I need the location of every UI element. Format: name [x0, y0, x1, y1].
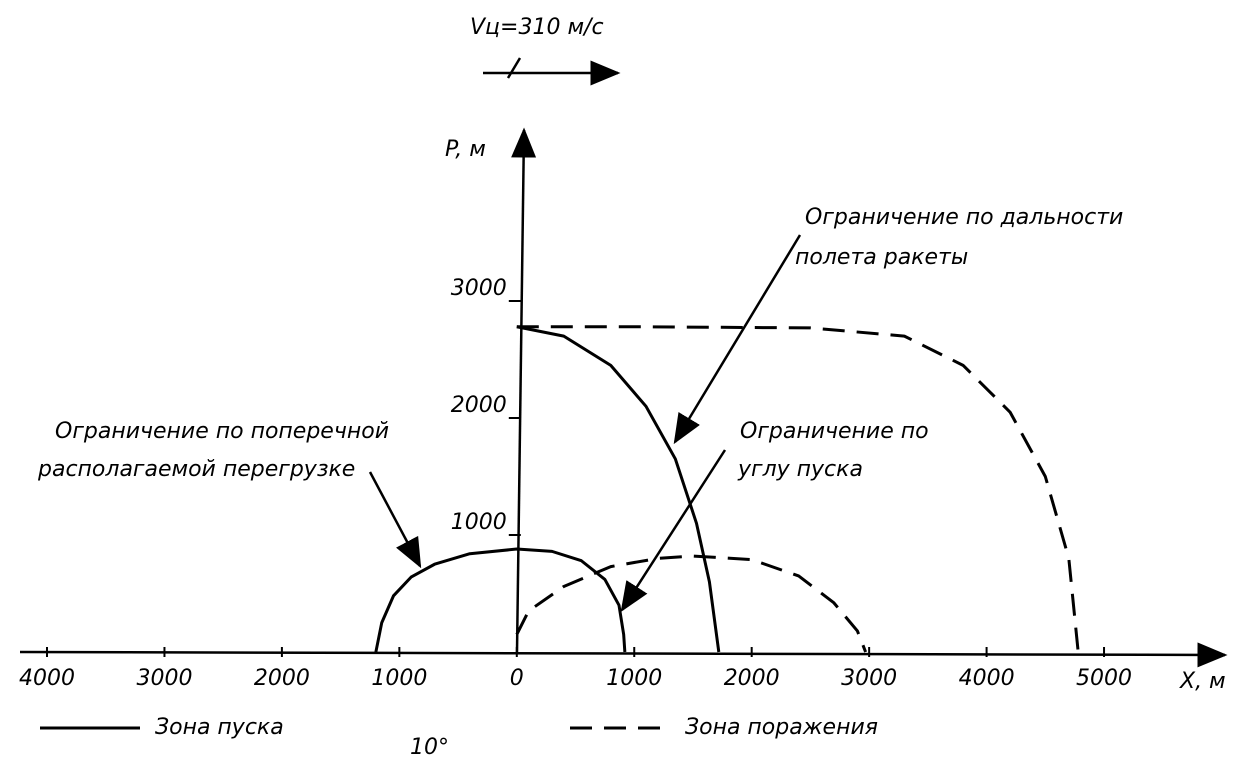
legend-label: Зона пуска [155, 715, 284, 740]
series-line [374, 325, 721, 653]
x-axis-label: X, м [1179, 669, 1226, 694]
annotation: углу пуска [737, 457, 863, 482]
legend-label: Зона поражения [685, 715, 878, 740]
series-line [515, 325, 1080, 653]
note: 10° [410, 735, 449, 760]
x-tick-label: 4000 [959, 666, 1015, 691]
annotation: Ограничение по [740, 419, 929, 444]
x-tick-label: 3000 [841, 666, 897, 691]
speed-arrow-tick [506, 57, 522, 79]
annotation: Ограничение по поперечной [55, 419, 389, 444]
y-axis-label: P, м [445, 137, 486, 162]
x-tick-label: 3000 [136, 666, 192, 691]
x-axis [19, 642, 1228, 668]
x-tick-label: 2000 [724, 666, 780, 691]
x-tick-label: 5000 [1076, 666, 1132, 691]
x-tick-label: 1000 [606, 666, 662, 691]
y-tick-label: 2000 [451, 393, 507, 418]
y-tick-label: 1000 [451, 510, 507, 535]
x-tick-label: 2000 [254, 666, 310, 691]
speed-label: Vц=310 м/с [470, 15, 604, 40]
x-tick-label: 4000 [19, 666, 75, 691]
x-tick-label: 0 [510, 666, 524, 691]
annotation: располагаемой перегрузке [37, 457, 355, 482]
x-tick-label: 1000 [371, 666, 427, 691]
y-axis [511, 127, 537, 653]
annotation-arrow [620, 449, 727, 613]
annotation: Ограничение по дальности [805, 205, 1123, 230]
annotation-arrow [368, 471, 422, 569]
annotation: полета ракеты [795, 245, 968, 270]
y-tick-label: 3000 [451, 276, 507, 301]
annotation-arrow [673, 234, 802, 445]
